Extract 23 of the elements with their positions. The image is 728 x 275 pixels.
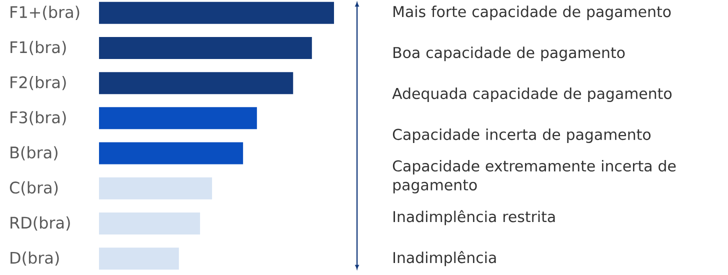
text: Inadimplência — [394, 251, 496, 266]
text: Capacidade incerta de pagamento — [392, 128, 651, 144]
y-tick-label: D(bra) — [10, 252, 59, 266]
text: Adequada capacidade de pagamento — [392, 88, 672, 102]
y-tick-label: F2(bra) — [10, 76, 66, 90]
bar — [99, 37, 312, 60]
y-tick-label: RD(bra) — [10, 216, 70, 231]
bar — [99, 72, 294, 94]
text: Capacidade extremamente incerta de pagamento — [392, 160, 676, 194]
text: Inadimplência restrita — [394, 210, 555, 226]
bar — [99, 142, 244, 164]
y-tick-label: C(bra) — [10, 181, 58, 196]
bar — [99, 212, 200, 235]
text: Boa capacidade de pagamento — [394, 46, 625, 62]
y-tick-label: B(bra) — [10, 146, 58, 161]
bar — [99, 248, 179, 270]
y-tick-label: F3(bra) — [10, 111, 66, 126]
text: Mais forte capacidade de pagamento — [394, 6, 671, 20]
bar — [99, 107, 257, 130]
bar — [99, 2, 334, 24]
bar — [99, 178, 212, 200]
y-tick-label: F1+(bra) — [10, 6, 80, 20]
y-tick-label: F1(bra) — [10, 41, 66, 56]
